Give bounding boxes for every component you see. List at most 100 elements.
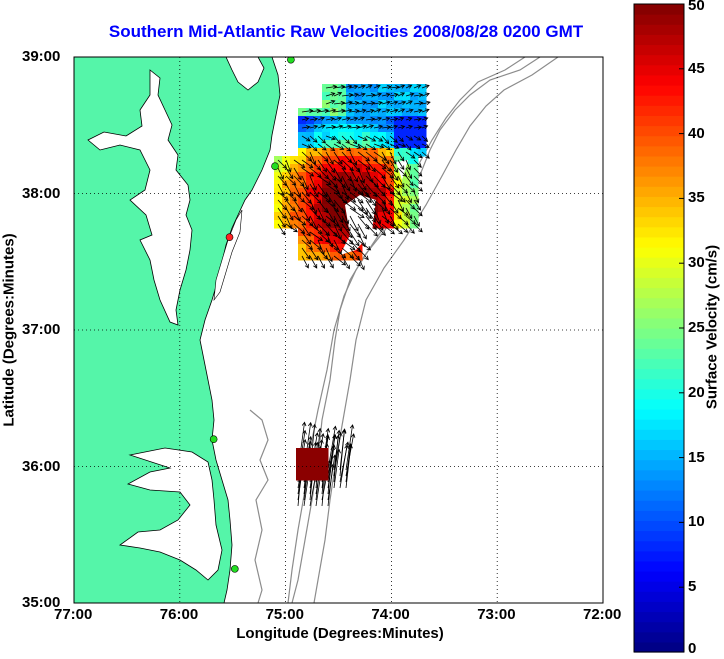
- colorbar-segment: [634, 236, 684, 248]
- velocity-arrow: [357, 108, 367, 114]
- velocity-arrow: [373, 191, 387, 205]
- velocity-arrow: [381, 175, 391, 190]
- velocity-arrow: [413, 207, 423, 217]
- radar-site-marker: [271, 162, 279, 170]
- velocity-arrow: [309, 117, 319, 122]
- velocity-cell: [304, 472, 313, 481]
- velocity-arrow: [317, 116, 325, 121]
- colorbar-segment: [634, 14, 684, 25]
- colorbar-segment: [634, 348, 684, 359]
- velocity-arrow: [325, 92, 336, 97]
- velocity-arrow: [397, 191, 406, 203]
- velocity-arrow: [325, 247, 333, 263]
- velocity-arrow: [397, 108, 406, 113]
- radar-site-marker: [287, 57, 295, 64]
- velocity-arrow: [357, 207, 373, 219]
- velocity-arrow: [357, 255, 365, 271]
- colorbar-segment: [634, 85, 684, 96]
- map-layer: [74, 57, 559, 603]
- bathymetry-contour: [249, 409, 269, 603]
- velocity-cell: [320, 464, 329, 473]
- velocity-arrow: [381, 84, 392, 90]
- velocity-arrow: [301, 116, 310, 122]
- map-title: Southern Mid-Atlantic Raw Velocities 200…: [108, 22, 584, 41]
- velocity-arrow: [293, 223, 306, 234]
- colorbar-segment: [634, 419, 684, 430]
- y-tick-label: 36:00: [22, 457, 61, 475]
- velocity-arrow: [333, 151, 343, 165]
- velocity-arrow: [333, 231, 346, 245]
- y-tick-label: 39:00: [22, 48, 61, 65]
- velocity-arrow: [365, 207, 376, 223]
- velocity-arrow: [421, 135, 429, 143]
- velocity-arrow: [341, 124, 352, 130]
- velocity-arrow: [325, 151, 334, 165]
- velocity-arrow: [405, 207, 413, 220]
- velocity-arrow: [277, 191, 289, 201]
- velocity-arrow: [405, 135, 414, 141]
- velocity-arrow: [349, 108, 360, 114]
- velocity-arrow: [325, 99, 336, 105]
- velocity-arrow: [397, 199, 405, 213]
- velocity-arrow: [405, 183, 416, 193]
- velocity-arrow: [349, 191, 364, 204]
- velocity-arrow: [397, 116, 405, 122]
- velocity-arrow: [421, 124, 429, 130]
- velocity-arrow: [413, 223, 423, 233]
- velocity-arrow: [405, 108, 414, 113]
- velocity-arrow: [327, 445, 335, 495]
- velocity-arrow: [357, 84, 366, 89]
- velocity-arrow: [405, 151, 416, 159]
- velocity-arrow: [301, 255, 309, 269]
- colorbar-segment: [634, 540, 684, 552]
- velocity-arrow: [357, 135, 368, 141]
- colorbar-segment: [634, 64, 684, 76]
- colorbar-tick-label: 45: [688, 59, 705, 77]
- velocity-arrow: [317, 183, 328, 198]
- velocity-arrow: [301, 231, 312, 245]
- velocity-arrow: [309, 135, 318, 143]
- velocity-arrow: [277, 215, 286, 228]
- velocity-arrow: [333, 215, 343, 232]
- velocity-arrow: [397, 135, 404, 143]
- radar-site-marker: [225, 233, 234, 241]
- velocity-arrow: [365, 191, 377, 207]
- colorbar-segment: [634, 378, 684, 390]
- velocity-arrow: [365, 215, 377, 231]
- colorbar-tick-label: 10: [688, 513, 705, 531]
- velocity-arrow: [357, 175, 367, 191]
- velocity-arrow: [405, 215, 417, 225]
- velocity-arrow: [333, 116, 342, 121]
- colorbar-segment: [634, 145, 684, 157]
- velocity-arrow: [317, 175, 332, 186]
- velocity-arrow: [389, 223, 403, 235]
- velocity-arrow: [381, 135, 390, 145]
- velocity-arrow: [293, 199, 303, 213]
- velocity-arrow: [413, 92, 424, 98]
- velocity-arrow: [389, 85, 400, 90]
- x-tick-label: 72:00: [583, 606, 622, 623]
- velocity-cell: [296, 464, 305, 473]
- colorbar-segment: [634, 54, 684, 66]
- colorbar-tick-label: 0: [688, 640, 697, 657]
- velocity-arrow: [365, 124, 375, 129]
- velocity-arrow: [413, 215, 420, 227]
- colorbar-tick-label: 25: [688, 319, 705, 336]
- velocity-arrow: [373, 199, 388, 212]
- velocity-cell: [312, 464, 321, 473]
- velocity-cell: [320, 472, 329, 481]
- colorbar-segment: [634, 257, 684, 268]
- velocity-arrow: [349, 100, 360, 106]
- colorbar-tick-label: 20: [688, 383, 705, 401]
- velocity-arrow: [349, 167, 358, 183]
- velocity-arrow: [397, 159, 405, 171]
- colorbar-segment: [634, 358, 684, 370]
- colorbar-segment: [634, 155, 684, 167]
- colorbar-segment: [634, 409, 684, 420]
- velocity-arrow: [341, 135, 350, 144]
- velocity-arrow: [317, 124, 326, 129]
- velocity-arrow: [293, 167, 302, 181]
- colorbar-segment: [634, 368, 684, 380]
- velocity-arrow: [413, 199, 421, 211]
